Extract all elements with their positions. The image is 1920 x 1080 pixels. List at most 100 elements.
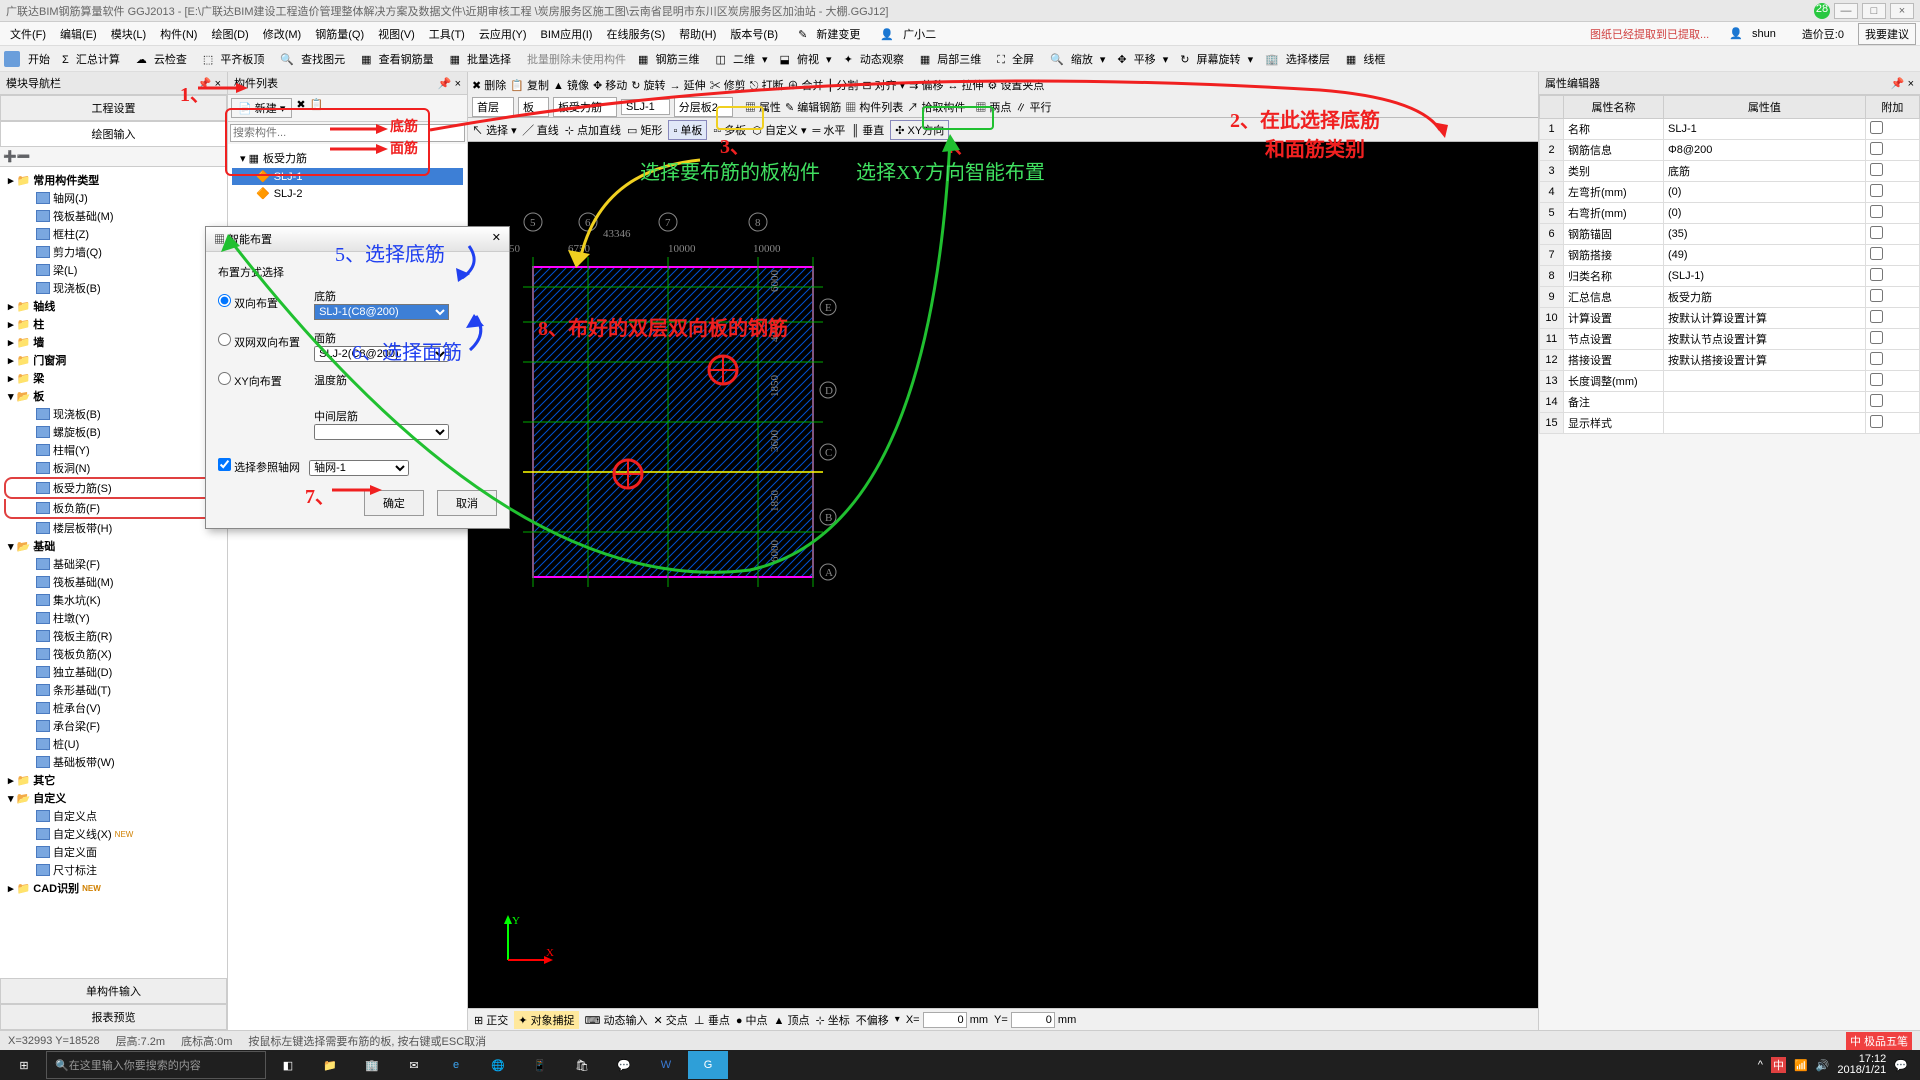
menu-component[interactable]: 构件(N)	[154, 24, 203, 44]
tb-rotate[interactable]: 屏幕旋转	[1193, 53, 1245, 67]
menu-edit[interactable]: 编辑(E)	[54, 24, 103, 44]
ct-break[interactable]: 打断	[761, 80, 783, 92]
sel-bottom-rebar[interactable]: SLJ-1(C8@200)	[314, 304, 449, 320]
tb-wechat[interactable]: 💬	[604, 1051, 644, 1079]
tb-app[interactable]: 🏢	[352, 1051, 392, 1079]
menu-file[interactable]: 文件(F)	[4, 24, 52, 44]
tb-floors[interactable]: 选择楼层	[1282, 53, 1334, 67]
sel-ref-grid[interactable]: 轴网-1	[309, 460, 409, 476]
prop-row[interactable]: 5右弯折(mm)(0)	[1540, 203, 1920, 224]
ct-rotate[interactable]: 旋转	[644, 80, 666, 92]
sel-mid-rebar[interactable]	[314, 424, 449, 440]
tb-batch[interactable]: 批量选择	[463, 53, 515, 67]
opt-bidirectional[interactable]: 双向布置	[218, 294, 300, 311]
list-item-selected[interactable]: 🔶 SLJ-1	[232, 168, 463, 185]
tb-edge[interactable]: e	[436, 1051, 476, 1079]
menu-cloud[interactable]: 云应用(Y)	[473, 24, 533, 44]
tray-ime-icon[interactable]: 中	[1771, 1057, 1786, 1073]
tray-net-icon[interactable]: 📶	[1794, 1059, 1808, 1072]
snap-dyn[interactable]: 动态输入	[604, 1015, 648, 1027]
tb-app[interactable]: ✉	[394, 1051, 434, 1079]
prop-row[interactable]: 12搭接设置按默认搭接设置计算	[1540, 350, 1920, 371]
mid-pin-icon[interactable]: 📌 ×	[438, 77, 461, 90]
ct-delete[interactable]: 删除	[484, 80, 506, 92]
tb-view-rebar[interactable]: 查看钢筋量	[375, 53, 438, 67]
drawing-canvas[interactable]: ✖ 删除 📋 复制 ▲ 镜像 ✥ 移动 ↻ 旋转 → 延伸 ✂ 修剪 ⎋ 打断 …	[468, 72, 1538, 1030]
tb-app[interactable]: 📱	[520, 1051, 560, 1079]
opt-xy[interactable]: XY向布置	[218, 372, 300, 389]
menu-version[interactable]: 版本号(B)	[724, 24, 784, 44]
ct-trim[interactable]: 修剪	[724, 80, 746, 92]
tb-app[interactable]: 🛍	[562, 1051, 602, 1079]
tool-icon[interactable]	[4, 51, 20, 67]
ct3-line[interactable]: 直线	[537, 125, 559, 137]
sel-cat[interactable]: 板	[518, 97, 549, 117]
tb-full[interactable]: 全屏	[1008, 53, 1038, 67]
coord-x[interactable]	[923, 1012, 967, 1028]
tb-pan[interactable]: 平移	[1130, 53, 1160, 67]
tb-find[interactable]: 查找图元	[297, 53, 349, 67]
left-pin-icon[interactable]: 📌 ×	[198, 77, 221, 90]
list-root[interactable]: ▾ ▦ 板受力筋	[232, 148, 463, 168]
ct-edit-rebar[interactable]: 编辑钢筋	[797, 102, 841, 114]
ct-split[interactable]: 分割	[836, 80, 858, 92]
max-button[interactable]: □	[1862, 3, 1886, 19]
tb-orbit[interactable]: 动态观察	[856, 53, 908, 67]
tb-flush[interactable]: 平齐板顶	[216, 53, 268, 67]
tb-start[interactable]: 开始	[24, 50, 54, 68]
prop-row[interactable]: 10计算设置按默认计算设置计算	[1540, 308, 1920, 329]
prop-row[interactable]: 6钢筋锚固(35)	[1540, 224, 1920, 245]
tray-vol-icon[interactable]: 🔊	[1816, 1059, 1830, 1072]
ct-grip[interactable]: 设置夹点	[1000, 80, 1044, 92]
ct3-custom[interactable]: 自定义	[765, 125, 798, 137]
ct3-vert[interactable]: 垂直	[862, 125, 884, 137]
prop-row[interactable]: 4左弯折(mm)(0)	[1540, 182, 1920, 203]
ct-extend[interactable]: 延伸	[684, 80, 706, 92]
tab-report[interactable]: 报表预览	[0, 1004, 227, 1030]
prop-pin-icon[interactable]: 📌 ×	[1891, 77, 1914, 90]
tb-local3d[interactable]: 局部三维	[933, 53, 985, 67]
ct-merge[interactable]: 合并	[802, 80, 824, 92]
prop-row[interactable]: 2钢筋信息Φ8@200	[1540, 140, 1920, 161]
sel-floor[interactable]: 首层	[472, 97, 514, 117]
snap-perp[interactable]: 垂点	[708, 1015, 730, 1027]
min-button[interactable]: —	[1834, 3, 1858, 19]
prop-row[interactable]: 14备注	[1540, 392, 1920, 413]
tb-3d[interactable]: 钢筋三维	[652, 53, 704, 67]
tray[interactable]: ^ 中 📶 🔊 17:122018/1/21 💬	[1758, 1054, 1916, 1076]
menu-change[interactable]: 新建变更	[810, 27, 866, 43]
menu-online[interactable]: 在线服务(S)	[600, 24, 671, 44]
menu-bim[interactable]: BIM应用(I)	[535, 24, 599, 44]
prop-row[interactable]: 7钢筋搭接(49)	[1540, 245, 1920, 266]
sel-item[interactable]: SLJ-1	[621, 99, 670, 115]
tb-word[interactable]: W	[646, 1051, 686, 1079]
snap-offset[interactable]: 不偏移	[856, 1012, 889, 1028]
tb-sum[interactable]: 汇总计算	[72, 53, 124, 67]
prop-row[interactable]: 9汇总信息板受力筋	[1540, 287, 1920, 308]
dlg-close-icon[interactable]: ✕	[492, 231, 501, 247]
search-box[interactable]: 🔍 在这里输入你要搜索的内容	[46, 1051, 266, 1079]
menu-modify[interactable]: 修改(M)	[257, 24, 308, 44]
tb-zoom[interactable]: 缩放	[1067, 53, 1097, 67]
start-button[interactable]: ⊞	[4, 1051, 44, 1079]
close-button[interactable]: ×	[1890, 3, 1914, 19]
tb-app[interactable]: 🌐	[478, 1051, 518, 1079]
cancel-button[interactable]: 取消	[437, 490, 497, 516]
sel-top-rebar[interactable]: SLJ-2(C8@200)	[314, 346, 449, 362]
ct3-horiz[interactable]: 水平	[823, 125, 845, 137]
menu-draw[interactable]: 绘图(D)	[205, 24, 254, 44]
tb-cloud[interactable]: 云检查	[150, 53, 191, 67]
tb-top[interactable]: 俯视	[793, 53, 823, 67]
tray-notif-icon[interactable]: 💬	[1894, 1059, 1908, 1072]
ct-stretch[interactable]: 拉伸	[962, 80, 984, 92]
suggest-button[interactable]: 我要建议	[1858, 23, 1916, 45]
prop-row[interactable]: 1名称SLJ-1	[1540, 119, 1920, 140]
list-item[interactable]: 🔶 SLJ-2	[232, 185, 463, 202]
ct-copy[interactable]: 复制	[527, 80, 549, 92]
ct3-single[interactable]: 单板	[680, 125, 702, 137]
snap-ortho[interactable]: 正交	[486, 1015, 508, 1027]
sel-type[interactable]: 板受力筋	[553, 97, 617, 117]
snap-coord[interactable]: 坐标	[828, 1015, 850, 1027]
ct3-ptline[interactable]: 点加直线	[577, 125, 621, 137]
menu-assistant[interactable]: 广小二	[897, 27, 942, 43]
